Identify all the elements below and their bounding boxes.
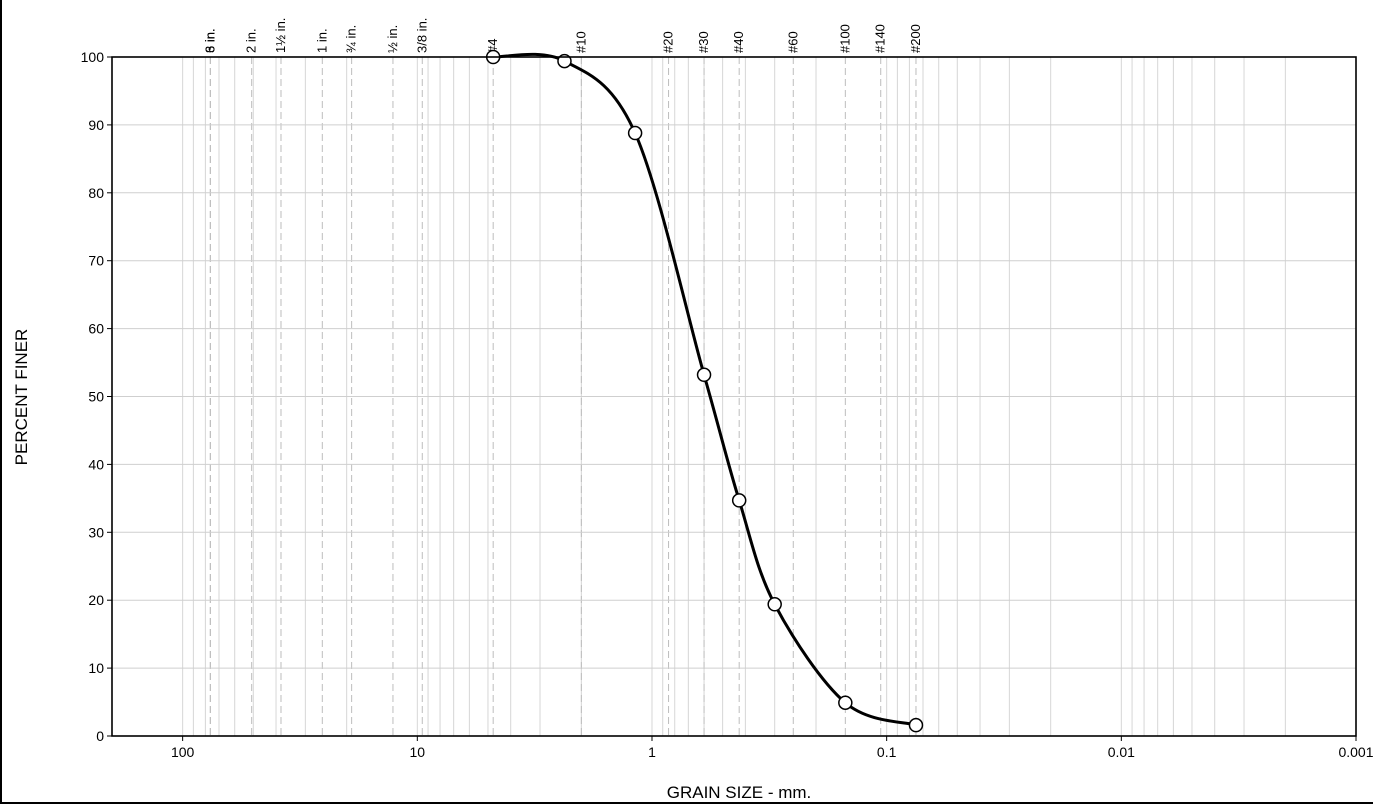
sieve-label: #20 [661,31,676,53]
x-tick-label: 0.1 [877,744,897,760]
sieve-label: #40 [731,31,746,53]
sieve-label: #140 [873,24,888,53]
x-tick-label: 100 [171,744,195,760]
sieve-label: 6 in. [202,28,217,53]
sieve-label: 1 in. [314,28,329,53]
y-tick-label: 0 [96,728,104,744]
sieve-label: 2 in. [244,28,259,53]
sieve-labels: 6 in.3 in. 2 in. 1½ in. 1 in. ¾ in. ½ in. 3/8 … [202,18,923,53]
y-tick-label: 60 [88,321,104,337]
plot-border [111,56,1357,737]
data-point [627,125,643,141]
sieve-label: #60 [785,31,800,53]
sieve-label: #4 [485,39,500,53]
sieve-label: #100 [837,24,852,53]
y-tick-label: 10 [88,660,104,676]
data-point [557,53,572,69]
y-tick-label: 90 [88,117,104,133]
sieve-label: ½ in. [385,25,400,53]
x-tick-label: 0.01 [1108,744,1135,760]
gradation-curve [493,52,917,727]
major-gridlines [112,56,1356,737]
y-tick-label: 50 [88,389,104,405]
data-point [908,717,924,733]
x-tick-label: 0.001 [1338,744,1373,760]
data-point [838,695,853,710]
sieve-label: #200 [908,24,923,53]
x-tick-label: 1 [648,744,656,760]
y-tick-label: 30 [88,524,104,540]
gradation-line [493,52,917,727]
sieve-label: 3 in. [202,28,217,53]
data-point [767,597,782,612]
gradation-points [485,49,924,733]
sieve-label: 3/8 in. [414,18,429,53]
sieve-label: ¾ in. [344,25,359,53]
sieve-label: #30 [696,31,711,53]
data-point [696,367,712,383]
data-point [731,493,747,508]
x-tick-labels: 100 10 1 0.1 0.01 0.001 [171,736,1373,760]
y-tick-label: 40 [88,456,104,472]
sieve-reference-lines [209,57,917,736]
y-tick-label: 70 [88,253,104,269]
x-tick-label: 10 [410,744,426,760]
sieve-label: 1½ in. [273,18,288,53]
y-tick-label: 20 [88,592,104,608]
y-axis-label: PERCENT FINER [12,329,31,466]
y-tick-labels: 0 10 20 30 40 50 60 70 80 90 100 [81,49,112,744]
y-tick-label: 80 [88,185,104,201]
y-tick-label: 100 [81,49,105,65]
sieve-label: #10 [573,31,588,53]
x-axis-label: GRAIN SIZE - mm. [667,783,812,802]
